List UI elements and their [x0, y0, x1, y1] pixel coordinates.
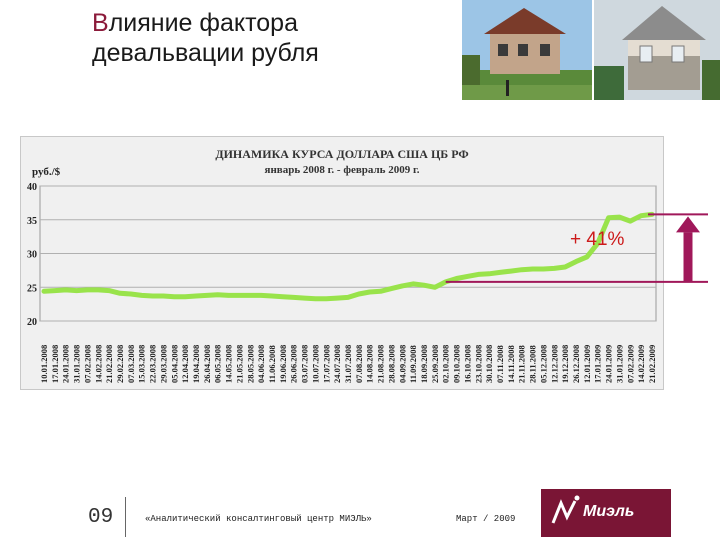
x-tick-label: 14.08.2008	[365, 345, 375, 383]
footer-date: Март / 2009	[456, 514, 516, 524]
x-tick-label: 10.07.2008	[310, 345, 320, 383]
x-tick-label: 02.10.2008	[441, 345, 451, 383]
x-tick-label: 29.02.2008	[115, 345, 125, 383]
x-tick-label: 28.05.2008	[245, 345, 255, 383]
x-tick-label: 18.09.2008	[419, 345, 429, 383]
x-tick-label: 21.11.2008	[517, 345, 527, 383]
x-tick-label: 31.01.2009	[614, 345, 624, 383]
x-tick-label: 14.02.2008	[93, 345, 103, 383]
x-tick-label: 07.03.2008	[126, 345, 136, 383]
x-tick-label: 03.07.2008	[300, 345, 310, 383]
x-tick-label: 30.10.2008	[484, 345, 494, 383]
x-tick-label: 16.10.2008	[462, 345, 472, 383]
chart-subtitle: январь 2008 г. - февраль 2009 г.	[265, 164, 420, 176]
x-tick-label: 26.12.2008	[571, 345, 581, 383]
x-tick-label: 24.01.2009	[604, 345, 614, 383]
chart-title: ДИНАМИКА КУРСА ДОЛЛАРА США ЦБ РФ	[215, 147, 468, 161]
title-first-letter: В	[92, 9, 109, 37]
x-tick-label: 17.01.2008	[50, 345, 60, 383]
x-tick-label: 21.02.2009	[647, 345, 657, 383]
slide-title: Влияние фактора девальвации рубля	[92, 8, 319, 68]
x-tick-label: 23.10.2008	[473, 345, 483, 383]
x-tick-label: 12.12.2008	[549, 345, 559, 383]
x-tick-label: 05.12.2008	[538, 345, 548, 383]
x-tick-label: 07.02.2009	[625, 345, 635, 383]
logo-mark-icon	[551, 495, 580, 524]
x-tick-label: 24.07.2008	[332, 345, 342, 383]
house-photo-left	[462, 0, 592, 100]
y-tick-label: 20	[27, 317, 37, 328]
x-tick-label: 09.10.2008	[452, 345, 462, 383]
page-number: 09	[88, 506, 114, 529]
x-tick-label: 14.11.2008	[506, 345, 516, 383]
x-tick-label: 31.01.2008	[72, 345, 82, 383]
title-line1-rest: лияние фактора	[108, 9, 298, 37]
arrow-head	[676, 216, 700, 233]
x-tick-label: 17.01.2009	[593, 345, 603, 383]
x-tick-label: 12.01.2009	[582, 345, 592, 383]
house-photo-right	[594, 0, 720, 100]
x-tick-label: 17.07.2008	[321, 345, 331, 383]
x-tick-label: 19.12.2008	[560, 345, 570, 383]
y-tick-label: 25	[27, 283, 37, 294]
arrow-shaft	[683, 232, 693, 282]
x-tick-label: 11.09.2008	[408, 345, 418, 383]
x-tick-label: 28.11.2008	[528, 345, 538, 383]
x-tick-label: 25.09.2008	[430, 345, 440, 383]
x-tick-label: 28.08.2008	[386, 345, 396, 383]
x-tick-label: 31.07.2008	[343, 345, 353, 383]
x-tick-label: 11.06.2008	[267, 345, 277, 383]
chart-y-axis-label: руб./$	[32, 166, 61, 178]
x-tick-label: 24.01.2008	[61, 345, 71, 383]
x-tick-label: 26.04.2008	[202, 345, 212, 383]
footer-organization: «Аналитический консалтинговый центр МИЭЛ…	[145, 514, 372, 524]
x-tick-label: 04.06.2008	[256, 345, 266, 383]
growth-annotation: + 41%	[570, 229, 625, 250]
x-tick-label: 14.05.2008	[224, 345, 234, 383]
x-tick-label: 22.03.2008	[148, 345, 158, 383]
x-tick-label: 04.09.2008	[397, 345, 407, 383]
chart-panel	[20, 136, 664, 390]
x-tick-label: 07.02.2008	[82, 345, 92, 383]
x-tick-label: 14.02.2009	[636, 345, 646, 383]
x-tick-label: 29.03.2008	[158, 345, 168, 383]
y-tick-label: 40	[27, 182, 37, 193]
x-tick-label: 07.11.2008	[495, 345, 505, 383]
slide-title-line1: Влияние фактора	[92, 8, 319, 38]
growth-arrow-icon	[676, 216, 700, 282]
x-tick-label: 15.03.2008	[137, 345, 147, 383]
x-tick-label: 19.06.2008	[278, 345, 288, 383]
x-tick-label: 12.04.2008	[180, 345, 190, 383]
x-tick-label: 10.01.2008	[39, 345, 49, 383]
x-tick-label: 26.06.2008	[289, 345, 299, 383]
company-logo: Миэль	[541, 489, 671, 537]
x-tick-label: 21.02.2008	[104, 345, 114, 383]
x-tick-label: 05.04.2008	[169, 345, 179, 383]
series-line	[41, 211, 655, 302]
y-tick-label: 30	[27, 250, 37, 261]
house-photos	[462, 0, 720, 100]
slide-title-line2: девальвации рубля	[92, 39, 319, 67]
y-tick-label: 35	[27, 216, 37, 227]
x-tick-label: 19.04.2008	[191, 345, 201, 383]
x-tick-label: 07.08.2008	[354, 345, 364, 383]
x-tick-label: 06.05.2008	[213, 345, 223, 383]
footer-divider	[125, 497, 126, 537]
x-tick-label: 21.05.2008	[234, 345, 244, 383]
x-tick-label: 21.08.2008	[376, 345, 386, 383]
logo-text: Миэль	[583, 503, 635, 520]
